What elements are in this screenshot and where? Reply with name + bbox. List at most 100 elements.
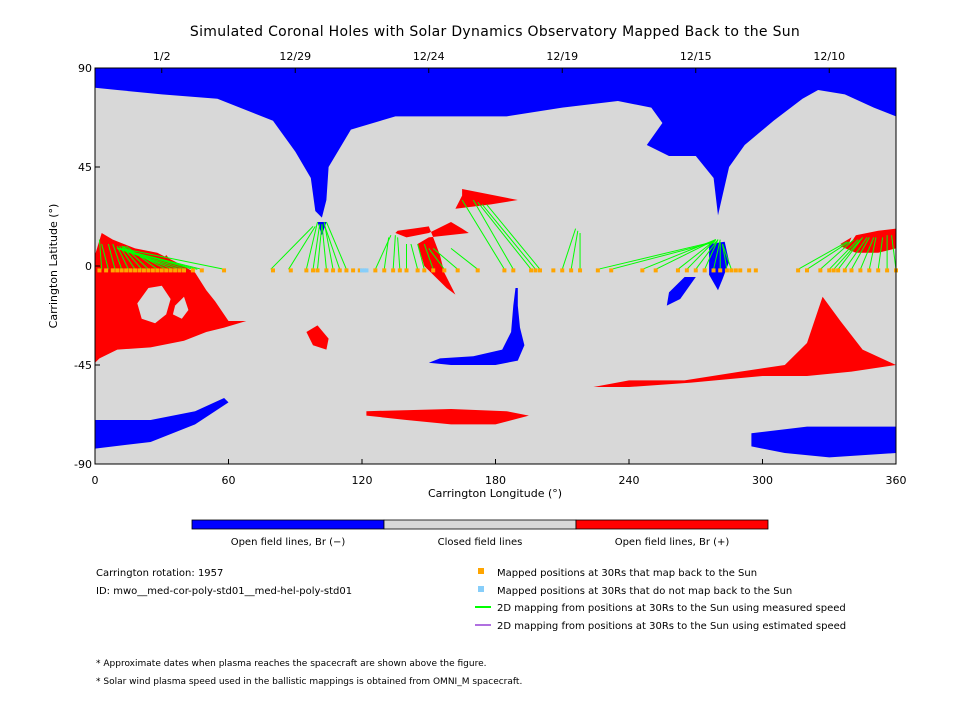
mapping-line: [417, 243, 425, 270]
closed-field-background: [95, 68, 896, 464]
mapping-line: [859, 237, 875, 270]
mapped-point: [693, 268, 698, 273]
mapping-line: [317, 224, 323, 270]
date-tick-label: 1/2: [153, 50, 171, 63]
mapped-point: [753, 268, 758, 273]
closed-field-island: [137, 285, 171, 324]
mapping-line: [844, 237, 868, 270]
mapping-line: [472, 199, 514, 270]
mapped-point: [747, 268, 752, 273]
mapping-line: [833, 239, 861, 270]
y-axis-label: Carrington Latitude (°): [47, 204, 60, 329]
mapped-point: [578, 268, 583, 273]
negative-coronal-hole: [428, 288, 525, 365]
legend-mapped-label: Mapped positions at 30Rs that map back t…: [497, 568, 757, 579]
date-tick-label: 12/15: [680, 50, 712, 63]
mapped-point: [885, 268, 890, 273]
x-tick-label: 60: [222, 474, 236, 487]
negative-open-regions: [95, 68, 896, 458]
mapped-point: [640, 268, 645, 273]
mapped-point: [653, 268, 658, 273]
mapped-point: [357, 268, 362, 273]
mapping-line: [806, 241, 850, 270]
mapping-line: [116, 245, 129, 270]
legend-unmapped-marker: [478, 586, 484, 592]
date-tick-label: 12/29: [279, 50, 311, 63]
model-id: ID: mwo__med-cor-poly-std01__med-hel-pol…: [96, 586, 352, 597]
mapped-point: [146, 268, 151, 273]
closed-field-island: [172, 296, 189, 319]
mapped-point: [271, 268, 275, 273]
colorbar-closed-label: Closed field lines: [438, 537, 523, 548]
positive-coronal-hole: [366, 409, 529, 425]
mapped-point: [190, 268, 195, 273]
mapped-point: [711, 268, 716, 273]
x-axis-label: Carrington Longitude (°): [428, 487, 562, 500]
mapping-line: [392, 235, 396, 270]
mapped-point: [733, 268, 738, 273]
positive-coronal-hole: [593, 296, 896, 387]
mapped-point: [831, 268, 836, 273]
mapping-line: [450, 248, 479, 270]
mapping-line: [695, 239, 719, 270]
mapped-point: [133, 268, 138, 273]
mapped-point: [858, 268, 863, 273]
positive-coronal-hole: [306, 325, 329, 350]
mapping-line: [112, 243, 123, 270]
unmapped-point: [362, 268, 367, 273]
legend-mapped-marker: [478, 568, 484, 574]
colorbar-positive-label: Open field lines, Br (+): [615, 537, 730, 548]
mapped-point: [684, 268, 689, 273]
mapped-point: [164, 268, 169, 273]
colorbar-negative-swatch: [191, 519, 385, 530]
mapped-point: [827, 268, 832, 273]
mapping-line: [323, 224, 341, 270]
mapped-point: [675, 268, 680, 273]
x-tick-label: 360: [886, 474, 907, 487]
mapped-point: [288, 268, 293, 273]
mapped-point: [351, 268, 356, 273]
negative-coronal-hole: [95, 398, 229, 449]
date-tick-label: 12/10: [813, 50, 845, 63]
mapping-line: [325, 221, 347, 270]
mapped-point: [538, 268, 542, 273]
mapped-point: [431, 268, 436, 273]
mapping-line: [107, 243, 116, 270]
date-ticks: 1/2 12/29 12/24 12/19 12/15 12/10: [153, 50, 845, 73]
mapped-point: [702, 268, 707, 273]
mapped-point: [110, 268, 115, 273]
mapped-point: [311, 268, 316, 273]
legend-measured-label: 2D mapping from positions at 30Rs to the…: [497, 603, 846, 614]
mapping-line: [305, 221, 318, 270]
mapping-line: [797, 241, 848, 270]
footnote-dates: * Approximate dates when plasma reaches …: [96, 659, 487, 669]
mapped-point: [115, 268, 120, 273]
mapped-point: [168, 268, 173, 273]
mapped-point: [805, 268, 809, 273]
mapped-point: [331, 268, 336, 273]
mapping-line: [270, 226, 314, 270]
mapped-point: [119, 268, 124, 273]
negative-coronal-hole: [751, 426, 896, 458]
mapping-line: [101, 243, 109, 270]
mapped-point: [595, 268, 600, 273]
mapping-line: [121, 247, 225, 270]
mapped-point: [124, 268, 129, 273]
mapping-line: [713, 239, 721, 270]
mapped-point: [511, 268, 516, 273]
date-tick-label: 12/24: [413, 50, 445, 63]
legend-estimated-label: 2D mapping from positions at 30Rs to the…: [497, 621, 846, 632]
mapping-line: [877, 237, 884, 270]
mapped-point: [315, 268, 320, 273]
mapped-point: [818, 268, 823, 273]
mapped-point: [177, 268, 182, 273]
mapping-line: [851, 237, 870, 270]
mapped-point: [475, 268, 480, 273]
mapping-line: [312, 224, 321, 270]
mapped-point: [344, 268, 349, 273]
mapped-point: [724, 268, 729, 273]
y-tick-label: -90: [74, 458, 92, 471]
mapped-point: [137, 268, 142, 273]
mapped-point: [836, 268, 841, 273]
